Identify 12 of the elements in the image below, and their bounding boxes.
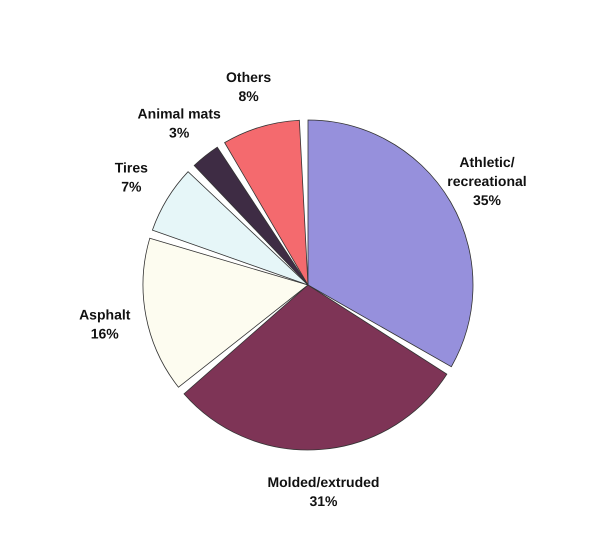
slice-label: Molded/extruded <box>267 474 380 490</box>
slice-label: Others <box>226 69 272 86</box>
data-label: 3% <box>169 124 190 140</box>
slice-label: Asphalt <box>79 306 131 323</box>
data-label: 35% <box>472 192 502 208</box>
slice-label: Athletic/recreational <box>447 154 527 190</box>
data-label: 31% <box>309 492 338 509</box>
slice-label: Tires <box>114 160 148 176</box>
data-label: 16% <box>90 326 120 342</box>
data-label: 8% <box>238 88 260 104</box>
slice-label: Animal mats <box>138 105 222 122</box>
data-label: 7% <box>121 178 142 195</box>
